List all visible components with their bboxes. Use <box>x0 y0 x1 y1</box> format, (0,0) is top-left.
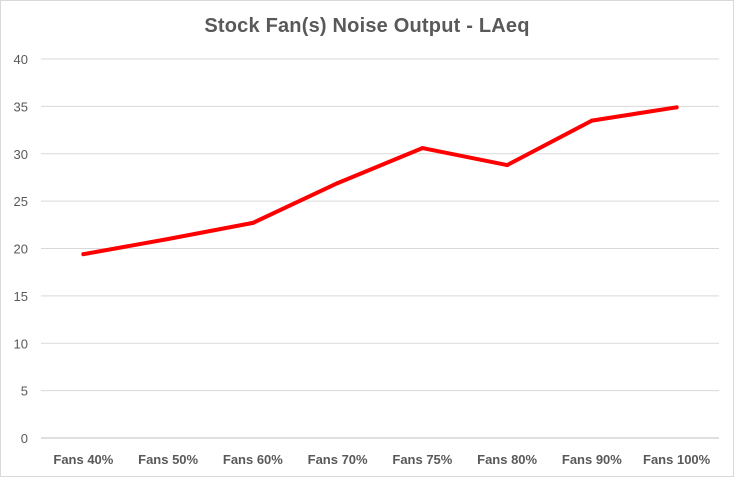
y-tick-label: 15 <box>14 289 28 304</box>
y-tick-label: 25 <box>14 194 28 209</box>
x-tick-label: Fans 80% <box>477 452 537 467</box>
y-tick-label: 40 <box>14 52 28 67</box>
data-point <box>589 118 594 123</box>
data-point <box>420 146 425 151</box>
gridlines <box>41 58 719 439</box>
data-point <box>250 220 255 225</box>
y-tick-label: 35 <box>14 99 28 114</box>
data-point <box>505 163 510 168</box>
data-point <box>166 237 171 242</box>
y-tick-label: 0 <box>21 431 28 446</box>
y-tick-label: 30 <box>14 147 28 162</box>
x-tick-label: Fans 90% <box>562 452 622 467</box>
series-layer <box>81 105 679 257</box>
data-point <box>674 105 679 110</box>
y-tick-label: 10 <box>14 336 28 351</box>
x-tick-label: Fans 40% <box>53 452 113 467</box>
x-tick-label: Fans 100% <box>643 452 711 467</box>
y-tick-label: 20 <box>14 242 28 257</box>
data-point <box>335 181 340 186</box>
x-tick-label: Fans 50% <box>138 452 198 467</box>
y-tick-label: 5 <box>21 384 28 399</box>
series-line <box>81 105 679 257</box>
x-tick-label: Fans 70% <box>308 452 368 467</box>
data-point <box>81 252 86 257</box>
x-tick-label: Fans 60% <box>223 452 283 467</box>
x-tick-label: Fans 75% <box>392 452 452 467</box>
axis-labels: 0 5 10 15 20 25 30 35 40 Fans 40% Fans 50% Fans 60%… <box>14 52 711 467</box>
chart-title: Stock Fan(s) Noise Output - LAeq <box>204 15 530 37</box>
